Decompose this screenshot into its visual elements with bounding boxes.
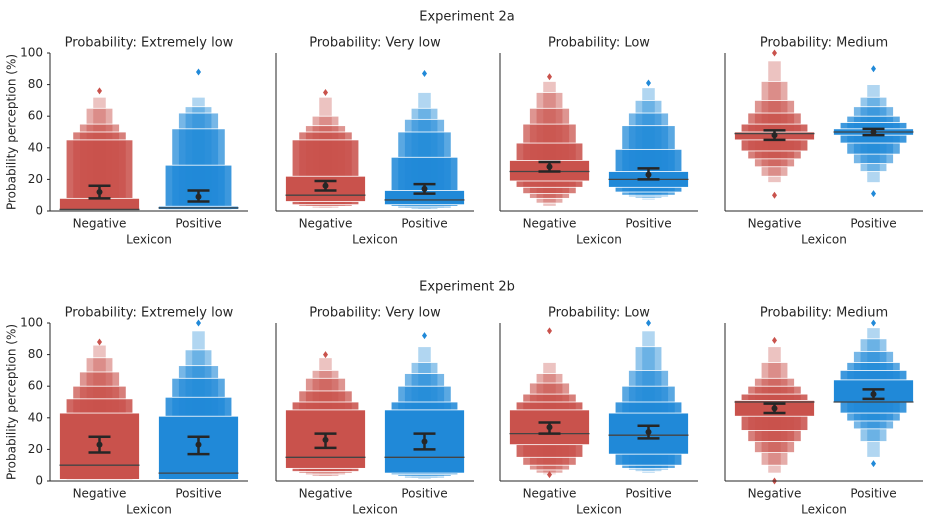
y-tick-label: 0 [35, 474, 43, 488]
y-tick-label: 60 [28, 379, 43, 393]
y-axis-label: Probability perception (%) [5, 54, 19, 210]
x-tick-label: Negative [73, 487, 127, 501]
outlier [772, 49, 777, 57]
panel-title: Probability: Very low [309, 36, 441, 51]
mean-point [645, 429, 652, 436]
y-tick-label: 0 [35, 204, 43, 218]
x-axis-label: Lexicon [126, 503, 172, 515]
x-tick-label: Positive [625, 217, 671, 231]
x-tick-label: Negative [523, 217, 577, 231]
mean-point [546, 424, 553, 431]
outlier [196, 319, 201, 327]
outlier [646, 79, 651, 87]
mean-point [421, 438, 428, 445]
y-tick-label: 100 [20, 46, 43, 60]
x-tick-label: Positive [850, 487, 896, 501]
y-tick-label: 60 [28, 109, 43, 123]
mean-point [870, 391, 877, 398]
outlier [871, 460, 876, 468]
x-tick-label: Positive [401, 217, 447, 231]
outlier [97, 338, 102, 346]
mean-point [195, 441, 202, 448]
x-tick-label: Negative [299, 217, 353, 231]
y-tick-label: 100 [20, 316, 43, 330]
outlier [646, 319, 651, 327]
outlier [196, 68, 201, 76]
outlier [547, 73, 552, 81]
outlier [772, 191, 777, 199]
y-tick-label: 20 [28, 442, 43, 456]
outlier [97, 87, 102, 95]
x-tick-label: Positive [625, 487, 671, 501]
x-axis-label: Lexicon [576, 503, 622, 515]
x-axis-label: Lexicon [576, 233, 622, 247]
letter-value-box [59, 197, 140, 210]
y-axis-label: Probability perception (%) [5, 324, 19, 480]
panel-title: Probability: Low [548, 306, 650, 321]
outlier [871, 190, 876, 198]
mean-point [322, 182, 329, 189]
y-tick-label: 80 [28, 347, 43, 361]
mean-point [870, 129, 877, 135]
letter-value-box [164, 164, 233, 211]
panel-title: Probability: Medium [760, 36, 888, 51]
x-tick-label: Negative [523, 487, 577, 501]
row-title: Experiment 2a [419, 10, 514, 25]
x-axis-label: Lexicon [801, 503, 847, 515]
mean-point [645, 171, 652, 178]
mean-point [96, 441, 103, 448]
x-tick-label: Negative [73, 217, 127, 231]
outlier [871, 319, 876, 327]
panel-title: Probability: Extremely low [65, 36, 234, 51]
y-tick-label: 40 [28, 140, 43, 154]
panel-title: Probability: Very low [309, 306, 441, 321]
outlier [323, 89, 328, 96]
mean-point [771, 405, 778, 412]
outlier [323, 351, 328, 359]
outlier [772, 336, 777, 344]
mean-point [546, 163, 553, 170]
panel-title: Probability: Medium [760, 306, 888, 321]
x-axis-label: Lexicon [352, 503, 398, 515]
row-title: Experiment 2b [419, 280, 515, 295]
y-tick-label: 80 [28, 77, 43, 91]
outlier [547, 471, 552, 479]
x-tick-label: Positive [401, 487, 447, 501]
x-tick-label: Negative [748, 217, 802, 231]
x-axis-label: Lexicon [126, 233, 172, 247]
panel-title: Probability: Low [548, 36, 650, 51]
panel-title: Probability: Extremely low [65, 306, 234, 321]
x-axis-label: Lexicon [352, 233, 398, 247]
x-tick-label: Positive [175, 217, 221, 231]
x-tick-label: Negative [748, 487, 802, 501]
x-tick-label: Negative [299, 487, 353, 501]
mean-point [96, 189, 103, 196]
mean-point [421, 185, 428, 192]
mean-point [322, 436, 329, 443]
x-tick-label: Positive [175, 487, 221, 501]
outlier [422, 332, 427, 340]
mean-point [771, 132, 778, 139]
outlier [422, 70, 427, 78]
y-tick-label: 40 [28, 410, 43, 424]
outlier [547, 327, 552, 335]
y-tick-label: 20 [28, 172, 43, 186]
x-axis-label: Lexicon [801, 233, 847, 247]
x-tick-label: Positive [850, 217, 896, 231]
mean-point [195, 193, 202, 200]
outlier [871, 65, 876, 73]
